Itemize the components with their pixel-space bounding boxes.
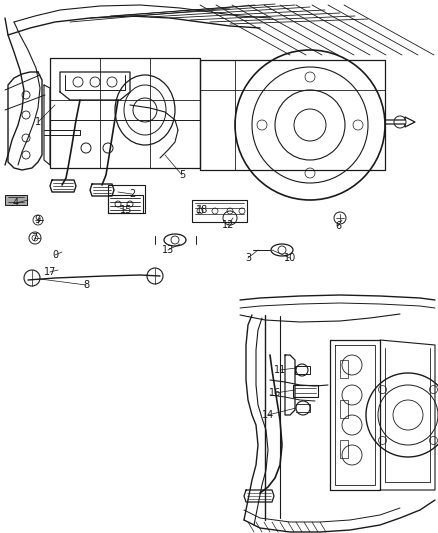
Text: 11: 11: [274, 365, 286, 375]
Text: 1: 1: [35, 117, 41, 127]
Text: 8: 8: [83, 280, 89, 290]
Text: 17: 17: [44, 267, 56, 277]
Text: 12: 12: [222, 220, 234, 230]
Text: 6: 6: [335, 221, 341, 231]
Text: 16: 16: [269, 388, 281, 398]
Text: 10: 10: [284, 253, 296, 263]
Bar: [340, 360, 348, 378]
Text: 5: 5: [179, 170, 185, 180]
Text: 14: 14: [262, 410, 274, 420]
Bar: [108, 195, 143, 213]
Bar: [340, 400, 348, 418]
Text: 7: 7: [31, 233, 37, 243]
Text: 2: 2: [129, 189, 135, 199]
Text: 13: 13: [162, 245, 174, 255]
Bar: [293, 385, 318, 397]
Text: 4: 4: [13, 198, 19, 208]
Bar: [5, 195, 27, 205]
Text: 0: 0: [52, 250, 58, 260]
Bar: [192, 200, 247, 222]
Text: 18: 18: [196, 205, 208, 215]
Bar: [340, 440, 348, 458]
Text: 3: 3: [245, 253, 251, 263]
Text: 9: 9: [34, 215, 40, 225]
Text: 15: 15: [120, 205, 132, 215]
